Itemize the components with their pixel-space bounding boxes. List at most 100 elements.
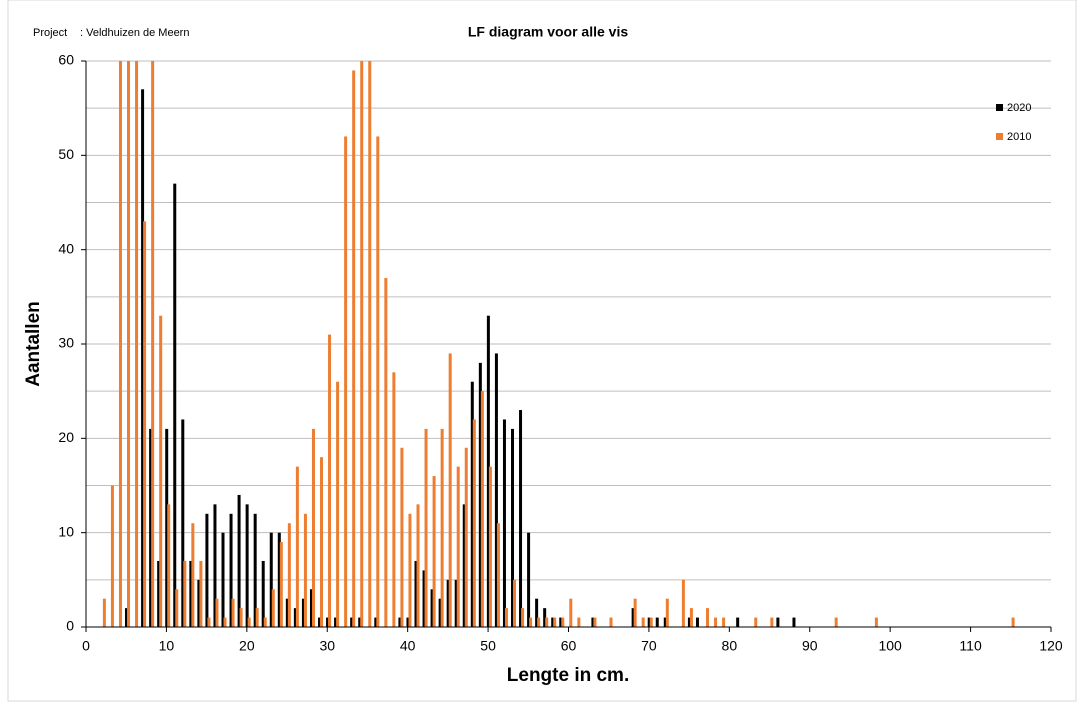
bar xyxy=(770,617,774,627)
bar xyxy=(695,617,699,627)
bar xyxy=(478,362,482,627)
y-tick-label: 60 xyxy=(58,52,74,68)
y-tick-label: 0 xyxy=(66,618,74,634)
bar xyxy=(776,617,780,627)
chart-frame xyxy=(7,0,1077,702)
bar xyxy=(529,617,533,627)
bar xyxy=(301,598,305,627)
bar xyxy=(328,334,332,627)
bar xyxy=(689,608,693,627)
bar xyxy=(432,476,436,627)
bar xyxy=(535,598,539,627)
bar xyxy=(496,523,500,627)
bar xyxy=(245,504,249,627)
x-tick-label: 110 xyxy=(959,638,982,654)
bar xyxy=(480,391,484,627)
legend-swatch xyxy=(996,133,1003,140)
bar xyxy=(647,617,651,627)
bar xyxy=(213,504,217,627)
bar xyxy=(135,61,139,627)
x-tick-label: 100 xyxy=(878,638,902,654)
y-tick-label: 40 xyxy=(58,240,74,256)
bar xyxy=(221,532,225,627)
bar xyxy=(462,504,466,627)
bar xyxy=(631,608,635,627)
bar xyxy=(494,353,498,627)
bar xyxy=(486,315,490,627)
bar xyxy=(641,617,645,627)
bar xyxy=(143,221,147,627)
bar xyxy=(255,608,259,627)
bar xyxy=(519,410,523,627)
bar xyxy=(446,579,450,627)
bar xyxy=(279,542,283,627)
bar xyxy=(392,372,396,627)
bar xyxy=(424,428,428,627)
bar xyxy=(834,617,838,627)
bar xyxy=(127,61,131,627)
bar xyxy=(569,598,573,627)
y-tick-label: 10 xyxy=(58,523,74,539)
bar xyxy=(655,617,659,627)
bar xyxy=(261,560,265,627)
bar xyxy=(430,589,434,627)
bar xyxy=(504,608,508,627)
bar xyxy=(311,428,315,627)
bar xyxy=(239,608,243,627)
bar xyxy=(181,419,185,627)
bar xyxy=(277,532,281,627)
bar xyxy=(149,428,153,627)
bar xyxy=(609,617,613,627)
bar xyxy=(205,513,209,627)
legend-swatch xyxy=(996,104,1003,111)
x-axis-label: Lengte in cm. xyxy=(507,665,629,686)
bar xyxy=(318,617,322,627)
bar xyxy=(102,598,106,627)
bar xyxy=(633,598,637,627)
bar xyxy=(199,560,203,627)
legend-label: 2020 xyxy=(1007,102,1031,114)
y-tick-label: 20 xyxy=(58,429,74,445)
bar xyxy=(414,560,418,627)
bar xyxy=(545,617,549,627)
bar xyxy=(551,617,555,627)
bar xyxy=(326,617,330,627)
bar xyxy=(448,353,452,627)
bar xyxy=(271,589,275,627)
bar xyxy=(706,608,710,627)
bar xyxy=(344,136,348,627)
bar xyxy=(438,598,442,627)
bar xyxy=(110,485,114,627)
bar xyxy=(649,617,653,627)
bar xyxy=(687,617,691,627)
bar xyxy=(513,579,517,627)
bar xyxy=(237,494,241,627)
chart-title: LF diagram voor alle vis xyxy=(468,24,628,40)
bar xyxy=(231,598,235,627)
bar xyxy=(440,428,444,627)
bar xyxy=(287,523,291,627)
y-axis-label: Aantallen xyxy=(23,301,44,387)
x-tick-label: 40 xyxy=(400,638,416,654)
bar xyxy=(874,617,878,627)
legend-label: 2010 xyxy=(1007,131,1031,143)
bar xyxy=(470,381,474,627)
bar xyxy=(400,447,404,627)
y-tick-label: 50 xyxy=(58,146,74,162)
bar xyxy=(159,315,163,627)
bar xyxy=(374,617,378,627)
bar xyxy=(295,466,299,627)
bar xyxy=(191,523,195,627)
x-tick-label: 120 xyxy=(1039,638,1063,654)
bar xyxy=(141,89,145,628)
bar xyxy=(527,532,531,627)
bar xyxy=(293,608,297,627)
bar xyxy=(197,579,201,627)
bar xyxy=(559,617,563,627)
bar xyxy=(398,617,402,627)
bar xyxy=(360,61,364,627)
bar xyxy=(665,598,669,627)
bar xyxy=(722,617,726,627)
bar xyxy=(223,617,227,627)
bar xyxy=(543,608,547,627)
